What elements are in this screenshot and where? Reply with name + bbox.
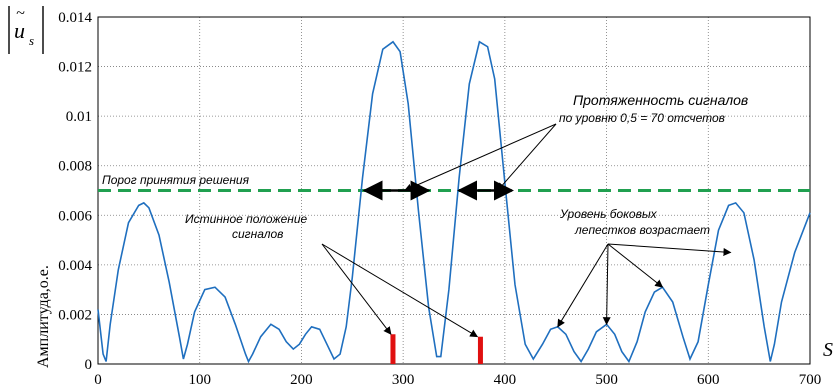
y-tick-label: 0.004	[58, 258, 92, 274]
y-tick-label: 0.014	[58, 10, 92, 26]
x-tick-label: 600	[697, 372, 720, 388]
x-tick-label: 400	[494, 372, 517, 388]
sidelobe-pointer	[607, 243, 732, 256]
x-tick-label: 300	[392, 372, 415, 388]
axis-ticks: 0 100 200 300 400 500 600 700 0 0.002 0.004 0.006 0.…	[58, 10, 821, 388]
true-position-markers	[390, 334, 483, 364]
x-tick-label: 700	[799, 372, 822, 388]
extent-pointer	[403, 123, 557, 192]
y-symbol-sub: s	[29, 33, 34, 48]
y-tick-label: 0.01	[66, 109, 92, 125]
y-tick-label: 0.008	[58, 159, 92, 175]
sidelobe-pointer	[607, 243, 664, 288]
y-axis-label: Амплитуда,о.е.	[35, 265, 52, 368]
true-position-label-line2: сигналов	[232, 227, 283, 241]
sidelobe-pointer	[602, 243, 611, 326]
svg-text:~: ~	[16, 5, 25, 22]
y-tick-label: 0.002	[58, 307, 92, 323]
x-tick-label: 0	[94, 372, 102, 388]
y-tick-label: 0	[85, 357, 93, 373]
x-tick-label: 200	[290, 372, 313, 388]
y-tick-label: 0.012	[58, 60, 92, 76]
sidelobes-label-line2: лепестков возрастает	[574, 223, 710, 237]
true-position-pointer	[321, 243, 479, 338]
true-position-pointer	[321, 243, 392, 335]
sidelobes-label-line1: Уровень боковых	[559, 207, 658, 221]
x-tick-label: 500	[595, 372, 618, 388]
true-position-label-line1: Истинное положение	[185, 212, 308, 226]
x-axis-label: S	[823, 339, 833, 361]
y-symbol-main: u	[14, 18, 25, 43]
y-axis-symbol: ~ u s	[8, 5, 44, 54]
threshold-label: Порог принятия решения	[102, 173, 250, 187]
annotation-pointers	[321, 123, 732, 338]
sidelobe-pointer	[557, 243, 609, 328]
extent-label-line1: Протяженность сигналов	[573, 92, 748, 108]
amplitude-curve	[97, 40, 811, 364]
y-tick-label: 0.006	[58, 208, 92, 224]
x-tick-label: 100	[188, 372, 211, 388]
extent-pointer	[497, 123, 557, 192]
extent-label-line2: по уровню 0,5 = 70 отсчетов	[559, 111, 725, 125]
